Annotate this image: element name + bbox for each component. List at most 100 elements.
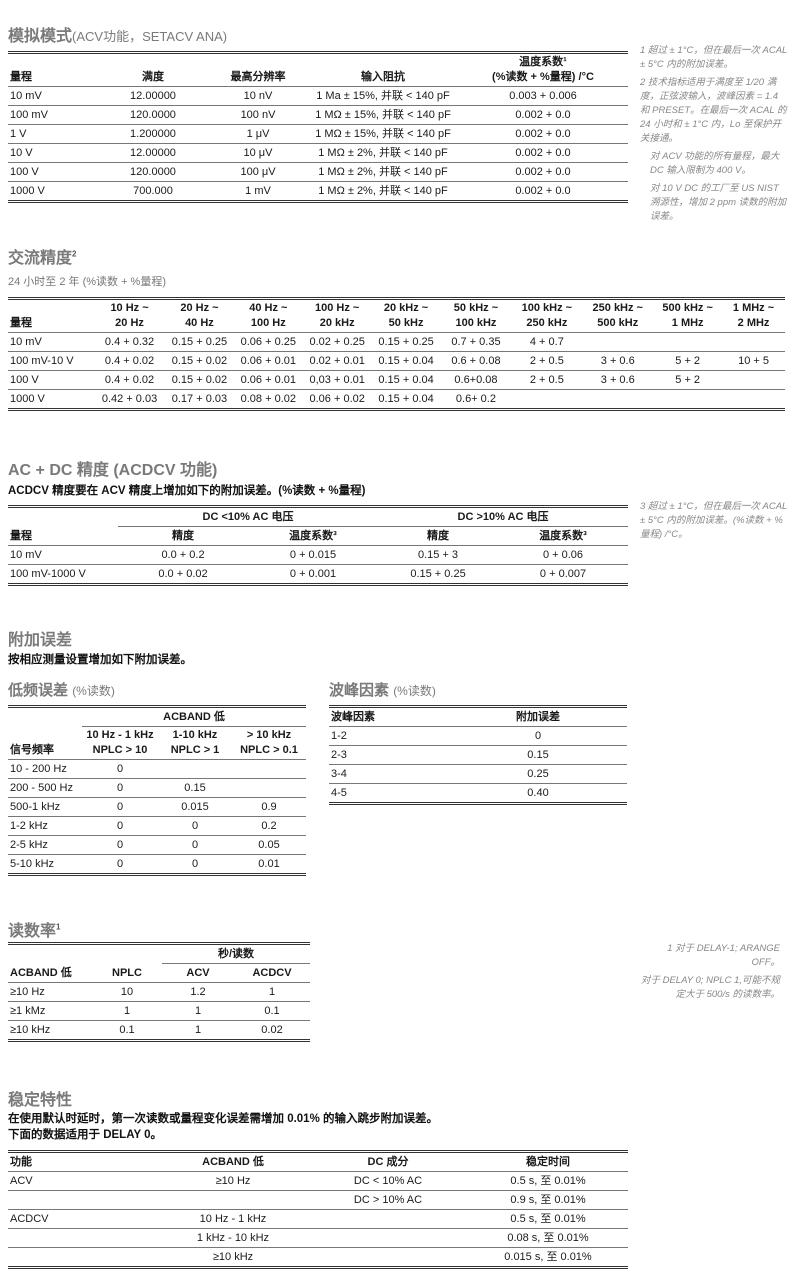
additional-error-subtitle: 按相应测量设置增加如下附加误差。: [8, 654, 192, 666]
table-cell: 4-5: [331, 786, 347, 799]
column-header: 10 Hz ~ 20 Hz: [110, 302, 149, 329]
table-cell: 0.15 + 0.04: [378, 373, 434, 386]
heading-text: 读数率: [8, 923, 57, 940]
footnote-ref: 2: [72, 249, 77, 259]
heading-subtext: (ACV功能，SETACV ANA): [72, 29, 228, 44]
table-cell: 1000 V: [10, 184, 45, 197]
column-header: 稳定时间: [526, 1156, 570, 1168]
column-header: ACV: [186, 967, 210, 979]
table-cell: 5 + 2: [675, 354, 701, 367]
table-row: DC > 10% AC 0.9 s, 至 0.01%: [8, 1190, 628, 1210]
table-row: 100 V 120.0000 100 μV 1 MΩ ± 2%, 并联 < 140 p…: [8, 162, 628, 182]
column-header: 20 kHz ~ 50 kHz: [383, 302, 429, 329]
settling-desc-2: 下面的数据适用于 DELAY 0。: [8, 1129, 162, 1141]
table-cell: 0.02 + 0.01: [309, 354, 365, 367]
table-cell: 0.002 + 0.0: [515, 165, 571, 178]
table-cell: 1000 V: [10, 392, 45, 405]
column-header: 精度: [172, 530, 194, 542]
table-cell: ≥1 kMz: [10, 1004, 46, 1017]
table-cell: 100 mV-1000 V: [10, 567, 86, 580]
column-header: ACDCV: [252, 967, 292, 979]
additional-error-heading: 附加误差: [8, 632, 73, 649]
table-cell: 0.015 s, 至 0.01%: [504, 1250, 592, 1263]
table-row: 1 V 1.200000 1 μV 1 MΩ ± 15%, 并联 < 140 pF 0.…: [8, 124, 628, 144]
column-header: 40 Hz ~ 100 Hz: [249, 302, 288, 329]
analog-footnotes: 1 超过 ± 1°C，但在最后一次 ACAL ± 5°C 内的附加误差。 2 技…: [640, 44, 790, 228]
table-cell: 100 nV: [240, 108, 276, 121]
table-cell: 0 + 0.015: [289, 548, 337, 561]
table-cell: 100 V: [10, 373, 39, 386]
table-row: 10 mV 0.4 + 0.32 0.15 + 0.25 0.06 + 0.25 0.0…: [8, 332, 785, 352]
table-cell: 0.01: [258, 857, 280, 870]
heading-subtext: (%读数): [72, 684, 115, 698]
reading-rate-table: 秒/读数 ACBAND 低 NPLC ACV ACDCV ≥10 Hz 10 1.2 1 ≥1 k…: [8, 942, 310, 1042]
table-cell: 0.05: [258, 838, 280, 851]
column-header: [92, 944, 162, 964]
table-cell: [8, 1229, 158, 1248]
footnote-1: 1 超过 ± 1°C，但在最后一次 ACAL ± 5°C 内的附加误差。: [640, 45, 788, 70]
analog-spec-table: 量程 满度 最高分辨率 输入阻抗 温度系数¹ (%读数 + %量程) /°C 10 mV 1…: [8, 51, 628, 203]
column-header: 最高分辨率: [230, 71, 286, 83]
table-cell: DC < 10% AC: [353, 1174, 423, 1187]
table-cell: 700.000: [133, 184, 173, 197]
header-row: 量程 精度 温度系数³ 精度 温度系数³: [8, 527, 628, 546]
table-cell: 0.015: [181, 800, 209, 813]
table-cell: 0.02 + 0.25: [309, 335, 365, 348]
table-cell: 1: [123, 1004, 131, 1017]
table-cell: 1: [194, 1023, 202, 1036]
table-cell: 1-2: [331, 729, 347, 742]
column-header: [8, 944, 92, 964]
table-cell: 0.06 + 0.25: [240, 335, 296, 348]
table-cell: 1 MΩ ± 2%, 并联 < 140 pF: [318, 165, 448, 178]
table-cell: [653, 333, 722, 352]
table-cell: 10 mV: [10, 335, 42, 348]
table-cell: 0.002 + 0.0: [515, 146, 571, 159]
table-cell: [582, 333, 653, 352]
table-row: 10 mV 12.00000 10 nV 1 Ma ± 15%, 并联 < 140 p…: [8, 86, 628, 106]
table-cell: 0: [116, 819, 124, 832]
column-header: 100 kHz ~ 250 kHz: [521, 302, 573, 329]
ac-accuracy-table: 量程 10 Hz ~ 20 Hz 20 Hz ~ 40 Hz 40 Hz ~ 100 …: [8, 297, 785, 411]
reading-rate-heading: 读数率1: [8, 917, 60, 941]
header-row: 功能 ACBAND 低 DC 成分 稳定时间: [8, 1152, 628, 1172]
acdc-footnotes: 3 超过 ± 1°C，但在最后一次 ACAL ± 5°C 内的附加误差。(%读数…: [640, 500, 790, 546]
table-cell: 12.00000: [130, 146, 176, 159]
table-cell: 1 MΩ ± 15%, 并联 < 140 pF: [315, 127, 451, 140]
table-cell: 120.0000: [130, 165, 176, 178]
table-cell: 5-10 kHz: [10, 857, 55, 870]
settling-heading: 稳定特性: [8, 1092, 73, 1109]
table-cell: 0.4 + 0.32: [104, 335, 155, 348]
table-cell: 0.15 + 3: [417, 548, 459, 561]
table-cell: ACV: [10, 1174, 33, 1187]
table-cell: 0.002 + 0.0: [515, 108, 571, 121]
table-cell: 3-4: [331, 767, 347, 780]
header-row: DC <10% AC 电压 DC >10% AC 电压: [8, 506, 629, 527]
table-cell: 0,03 + 0.01: [309, 373, 365, 386]
table-cell: 0.002 + 0.0: [515, 184, 571, 197]
table-cell: [722, 333, 785, 352]
acdc-accuracy-heading: AC + DC 精度 (ACDCV 功能): [8, 462, 218, 479]
table-cell: 5 + 2: [675, 373, 701, 386]
table-cell: 0: [116, 838, 124, 851]
table-cell: [232, 760, 306, 779]
table-cell: [511, 390, 582, 410]
table-cell: 0.7 + 0.35: [451, 335, 501, 348]
table-cell: 2 + 0.5: [529, 373, 564, 386]
column-header: 满度: [142, 71, 164, 83]
heading-text: 低频误差: [8, 682, 69, 699]
header-row: 波峰因素 附加误差: [329, 707, 627, 727]
footnote-2: 2 技术指标适用于满度至 1/20 满度，正弦波输入，波峰因素 = 1.4 和 …: [640, 77, 787, 144]
column-header: 100 Hz ~ 20 kHz: [315, 302, 360, 329]
table-cell: 0.15 + 0.25: [410, 567, 466, 580]
table-row: 5-10 kHz 0 0 0.01: [8, 854, 307, 875]
table-cell: 0 + 0.001: [289, 567, 337, 580]
table-cell: 1 MΩ ± 2%, 并联 < 140 pF: [318, 146, 448, 159]
table-cell: 0.42 + 0.03: [101, 392, 158, 405]
header-row: ACBAND 低 NPLC ACV ACDCV: [8, 964, 310, 983]
column-header: 输入阻抗: [361, 71, 405, 83]
crest-factor-heading: 波峰因素 (%读数): [329, 679, 436, 700]
column-header: 温度系数³: [539, 530, 587, 542]
table-cell: 10 mV: [10, 89, 42, 102]
table-row: 2-3 0.15: [329, 745, 627, 765]
header-row: 信号频率 10 Hz - 1 kHz NPLC > 10 1-10 kHz NPLC…: [8, 727, 306, 760]
